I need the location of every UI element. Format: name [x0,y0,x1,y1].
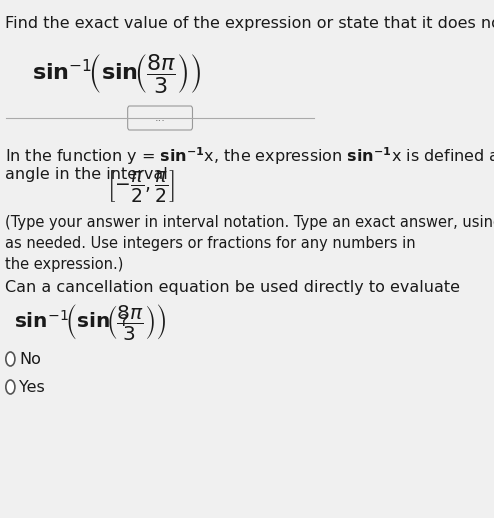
Text: In the function y = $\bf{sin}^{-1}$x, the expression $\bf{sin}^{-1}$x is defined: In the function y = $\bf{sin}^{-1}$x, th… [5,145,494,167]
Text: No: No [19,352,41,367]
Text: Can a cancellation equation be used directly to evaluate: Can a cancellation equation be used dire… [5,280,460,295]
Text: ?: ? [120,314,128,329]
Text: ...: ... [155,113,165,123]
Circle shape [6,380,15,394]
FancyBboxPatch shape [127,106,193,130]
Text: $\mathbf{sin}^{-1}\!\left(\mathbf{sin}\!\left(\dfrac{8\pi}{3}\right)\right)$: $\mathbf{sin}^{-1}\!\left(\mathbf{sin}\!… [14,302,166,342]
Text: Find the exact value of the expression or state that it does not exist.: Find the exact value of the expression o… [5,16,494,31]
Text: (Type your answer in interval notation. Type an exact answer, using π
as needed.: (Type your answer in interval notation. … [5,215,494,272]
Circle shape [6,352,15,366]
Text: angle in the interval: angle in the interval [5,167,168,182]
Text: $\left[-\dfrac{\pi}{2},\dfrac{\pi}{2}\right]$: $\left[-\dfrac{\pi}{2},\dfrac{\pi}{2}\ri… [107,168,175,204]
Text: $\mathbf{sin}^{-1}\!\left(\mathbf{sin}\!\left(\dfrac{8\pi}{3}\right)\right)$: $\mathbf{sin}^{-1}\!\left(\mathbf{sin}\!… [33,52,202,95]
Text: Yes: Yes [19,380,45,395]
